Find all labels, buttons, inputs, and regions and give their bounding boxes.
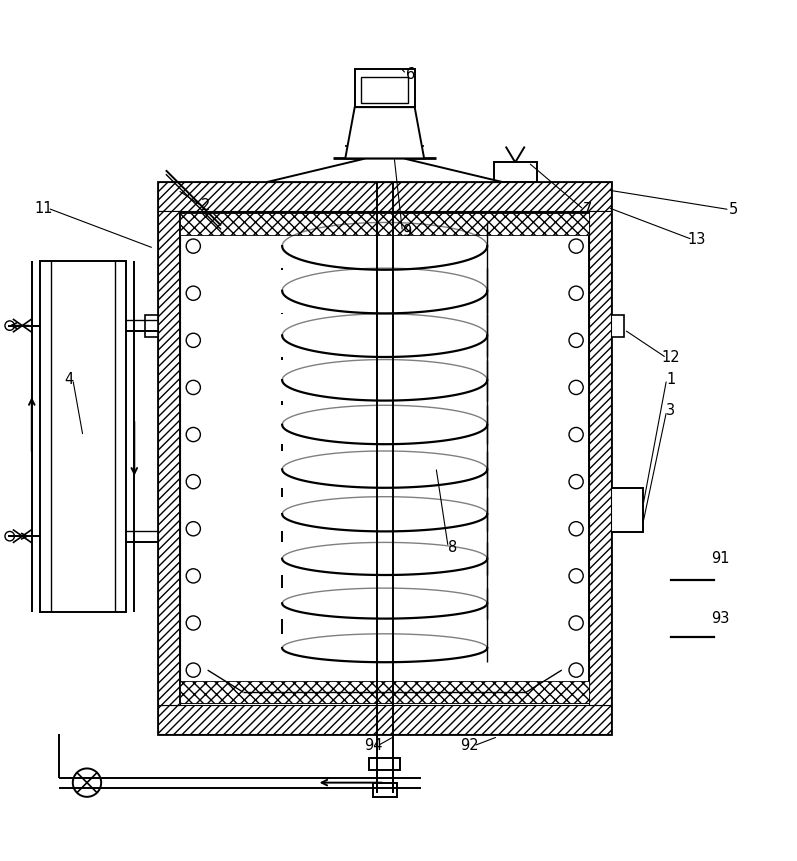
Bar <box>158 182 611 211</box>
Text: 5: 5 <box>729 202 738 217</box>
Bar <box>158 211 180 705</box>
Bar <box>158 705 611 734</box>
Bar <box>40 261 127 612</box>
Bar <box>611 314 624 337</box>
Bar <box>158 182 611 734</box>
Text: 2: 2 <box>201 198 210 214</box>
Bar <box>145 314 158 337</box>
Bar <box>369 758 400 770</box>
Bar <box>361 77 408 103</box>
Text: 92: 92 <box>460 739 479 753</box>
Text: 11: 11 <box>34 201 53 215</box>
Bar <box>355 69 414 107</box>
Bar <box>611 488 643 531</box>
Text: 91: 91 <box>711 551 729 566</box>
Bar <box>373 783 397 797</box>
Text: 13: 13 <box>688 232 706 247</box>
Text: 93: 93 <box>711 610 729 626</box>
Bar <box>180 213 589 235</box>
Text: 8: 8 <box>447 540 457 554</box>
Bar <box>180 681 589 703</box>
Text: 9: 9 <box>402 224 411 239</box>
Text: 3: 3 <box>666 403 675 418</box>
Bar <box>493 163 537 182</box>
Text: 1: 1 <box>666 372 675 387</box>
Bar <box>589 211 611 705</box>
Text: 94: 94 <box>364 739 383 753</box>
Polygon shape <box>345 107 424 158</box>
Text: 4: 4 <box>65 372 73 387</box>
Polygon shape <box>267 158 503 182</box>
Text: 6: 6 <box>406 66 415 82</box>
Text: 12: 12 <box>662 350 680 365</box>
Text: 7: 7 <box>583 202 592 217</box>
